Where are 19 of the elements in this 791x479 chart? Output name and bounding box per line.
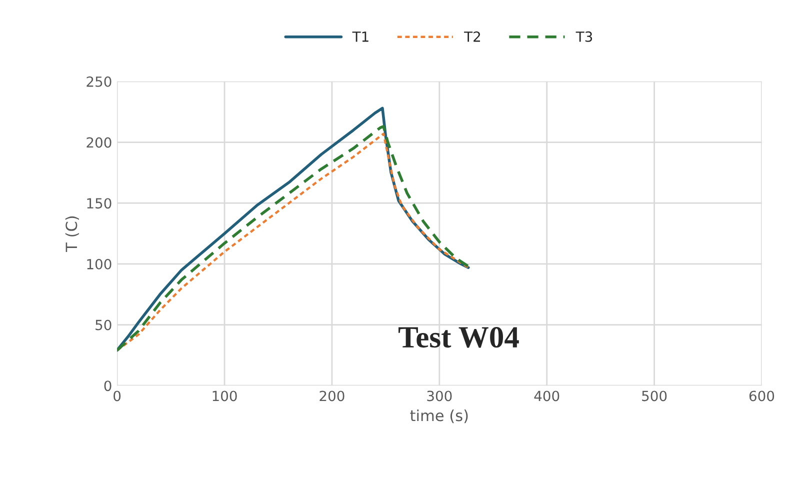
x-tick-label: 500 [642, 390, 667, 402]
y-tick-label: 200 [86, 137, 112, 148]
y-tick-label: 50 [96, 320, 112, 330]
annotation: Test W04 [398, 327, 519, 348]
y-axis-title: T (C) [65, 216, 79, 252]
x-tick-label: 400 [534, 390, 560, 402]
legend-label: T3 [576, 31, 592, 42]
x-tick-label: 600 [749, 390, 774, 402]
legend-label: T2 [464, 31, 480, 42]
legend-label: T1 [352, 32, 368, 42]
x-tick-label: 100 [212, 390, 237, 402]
x-tick-label: 300 [427, 390, 452, 402]
x-tick-label: 0 [114, 390, 121, 402]
y-tick-label: 100 [87, 258, 112, 270]
y-tick-label: 250 [86, 76, 112, 87]
y-tick-label: 0 [104, 380, 112, 392]
x-axis-title: time (s) [410, 409, 468, 424]
x-tick-label: 200 [320, 390, 344, 402]
y-tick-label: 150 [87, 198, 112, 209]
